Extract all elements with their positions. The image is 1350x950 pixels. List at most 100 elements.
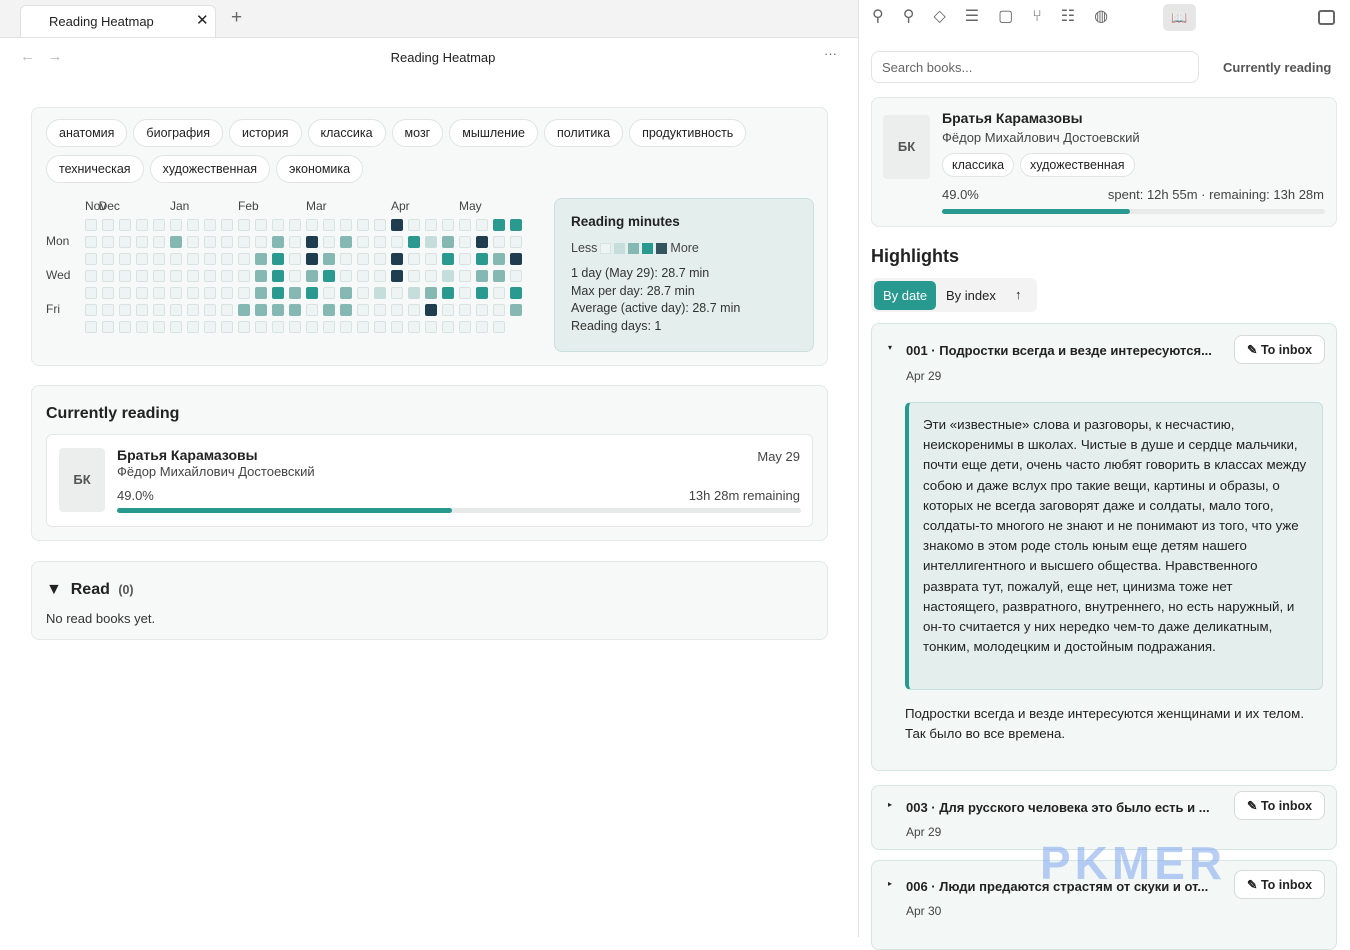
nav[interactable]: ← → xyxy=(20,48,63,65)
tag[interactable]: политика xyxy=(543,119,624,147)
sidebar-tab[interactable]: Currently reading xyxy=(1223,60,1332,75)
caret[interactable]: ▸ xyxy=(888,800,893,809)
heatmap-cell xyxy=(255,219,267,231)
tag[interactable]: продуктивность xyxy=(629,119,747,147)
heatmap-cell xyxy=(187,236,199,248)
heatmap-cell xyxy=(425,321,437,333)
tag[interactable]: классика xyxy=(307,119,386,147)
heatmap-cell xyxy=(221,253,233,265)
heatmap-cell xyxy=(391,304,403,316)
highlight-title: 001 · Подростки всегда и везде интересую… xyxy=(906,343,1212,358)
new-tab[interactable]: + xyxy=(231,7,243,28)
heatmap-cell xyxy=(306,219,318,231)
heatmap-cell xyxy=(272,287,284,299)
read-header[interactable]: ▼ Read (0) xyxy=(46,581,134,598)
caret[interactable]: ▸ xyxy=(888,879,893,888)
highlight: ▸ 006 · Люди предаются страстям от скуки… xyxy=(871,860,1337,950)
heatmap-cell xyxy=(340,321,352,333)
heatmap-cell xyxy=(374,236,386,248)
tag-list: классика художественная xyxy=(942,153,1141,185)
heatmap-cell xyxy=(306,236,318,248)
heatmap-cell xyxy=(476,321,488,333)
heatmap-cell xyxy=(289,287,301,299)
to-inbox-label: To inbox xyxy=(1260,343,1313,357)
tag[interactable]: биография xyxy=(133,119,224,147)
sort-button[interactable]: By date xyxy=(874,281,937,310)
sidebar-toggle[interactable] xyxy=(1318,10,1335,25)
heatmap-cell xyxy=(119,321,131,333)
quote: Эти «известные» слова и разговоры, к нес… xyxy=(905,402,1323,690)
tag[interactable]: техническая xyxy=(46,155,144,183)
heatmap-cell xyxy=(493,304,505,316)
heatmap-cell xyxy=(238,321,250,333)
heatmap-cell xyxy=(136,219,148,231)
heatmap-cell xyxy=(272,321,284,333)
sort-direction[interactable]: ↑ xyxy=(1015,287,1022,302)
read-empty: No read books yet. xyxy=(46,611,156,626)
tag: классика xyxy=(942,153,1015,177)
month-label: Mar xyxy=(306,199,327,213)
heatmap-cell xyxy=(153,219,165,231)
toolbar-active[interactable]: 📖 xyxy=(1163,4,1196,31)
swatch xyxy=(656,242,668,254)
heatmap-cell xyxy=(289,219,301,231)
tab[interactable]: Reading Heatmap xyxy=(20,5,216,37)
heatmap-cell xyxy=(136,253,148,265)
heatmap-cell xyxy=(476,304,488,316)
heatmap-cell xyxy=(510,287,522,299)
heatmap-cell xyxy=(85,270,97,282)
highlight-title: 006 · Люди предаются страстям от скуки и… xyxy=(906,879,1209,894)
more[interactable]: ··· xyxy=(824,46,837,61)
heatmap-cell xyxy=(170,270,182,282)
book-row[interactable]: БК Братья Карамазовы Фёдор Михайлович До… xyxy=(46,434,813,527)
heatmap-cell xyxy=(510,304,522,316)
heatmap-cell xyxy=(187,253,199,265)
heatmap-cell xyxy=(357,304,369,316)
heatmap-cell xyxy=(442,236,454,248)
tag[interactable]: художественная xyxy=(149,155,271,183)
heatmap-cell xyxy=(170,304,182,316)
heatmap-cell xyxy=(153,253,165,265)
heatmap-cell xyxy=(306,253,318,265)
progress-label: 49.0% xyxy=(942,187,979,202)
heatmap-cell xyxy=(272,304,284,316)
heatmap-cell xyxy=(136,287,148,299)
heatmap-cell xyxy=(391,287,403,299)
heatmap-cell xyxy=(493,253,505,265)
heatmap-cell xyxy=(442,253,454,265)
heatmap-cell xyxy=(408,304,420,316)
heatmap-cell xyxy=(459,287,471,299)
month-label: Nov xyxy=(85,199,107,213)
sort-button[interactable]: By index xyxy=(946,288,996,303)
heatmap-cell xyxy=(408,321,420,333)
month-label: Feb xyxy=(238,199,259,213)
tag[interactable]: анатомия xyxy=(46,119,128,147)
tag[interactable]: мозг xyxy=(391,119,444,147)
close[interactable]: ✕ xyxy=(196,12,209,29)
heatmap-cell xyxy=(408,287,420,299)
heatmap-cell xyxy=(272,253,284,265)
search[interactable]: Search books... xyxy=(871,51,1199,83)
heatmap-cell xyxy=(136,270,148,282)
read-title: Read xyxy=(70,581,110,598)
heatmap-cell xyxy=(170,236,182,248)
caret[interactable]: ▾ xyxy=(888,343,893,352)
heatmap-cell xyxy=(238,219,250,231)
read-card: ▼ Read (0) No read books yet. xyxy=(31,561,828,640)
to-inbox[interactable]: ✎ To inbox xyxy=(1234,791,1326,820)
heatmap-cell xyxy=(442,287,454,299)
tag[interactable]: экономика xyxy=(276,155,364,183)
tag-list: анатомия биография история классика мозг мышл… xyxy=(46,119,786,191)
heatmap-cell xyxy=(442,321,454,333)
to-inbox[interactable]: ✎ To inbox xyxy=(1234,870,1326,899)
swatch xyxy=(600,242,612,254)
heatmap-cell xyxy=(119,270,131,282)
tag[interactable]: история xyxy=(229,119,302,147)
heatmap-cell xyxy=(306,287,318,299)
tag[interactable]: мышление xyxy=(449,119,538,147)
to-inbox[interactable]: ✎ To inbox xyxy=(1234,335,1326,364)
heatmap-cell xyxy=(136,236,148,248)
heatmap-cell xyxy=(238,287,250,299)
highlights-title: Highlights xyxy=(871,246,959,266)
heatmap-cell xyxy=(204,236,216,248)
